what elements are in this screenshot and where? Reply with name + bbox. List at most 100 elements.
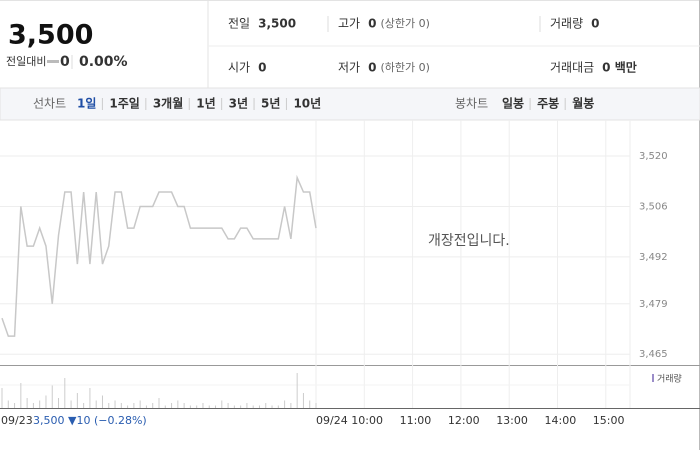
volume-bar [302, 393, 304, 408]
volume-bar [202, 403, 204, 408]
volume-bar [246, 403, 248, 408]
volume-bar [183, 403, 185, 408]
period-tab[interactable]: 5년 [261, 97, 280, 111]
volume-bar [284, 400, 286, 408]
volume-bar [277, 405, 279, 408]
stat-label: 전일 [228, 17, 250, 31]
volume-bar [89, 388, 91, 408]
divider [0, 365, 700, 366]
volume-bar [70, 400, 72, 408]
tab-label: 봉차트 [455, 97, 488, 111]
period-tab[interactable]: 3년 [229, 97, 248, 111]
period-tab[interactable]: 3개월 [153, 96, 183, 111]
volume-bar [1, 388, 3, 408]
volume-bar [14, 403, 16, 408]
change-label: 전일대비 [6, 54, 46, 68]
prev-date: 09/23 [1, 414, 33, 427]
legend-label: 거래량 [657, 373, 682, 385]
volume-bar [227, 403, 229, 408]
price: 3,500 [8, 20, 93, 51]
tab-label: 선차트 [33, 97, 66, 111]
volume-bar [51, 385, 53, 408]
volume-bar [265, 403, 267, 408]
change: 0 [60, 54, 70, 70]
volume-bar [164, 405, 166, 408]
stat-note: (하한가 0) [380, 60, 429, 74]
x-tick-label: 13:00 [496, 414, 528, 427]
period-tab[interactable]: 10년 [293, 97, 321, 111]
period-tab[interactable]: 1일 [77, 97, 96, 111]
legend-swatch [652, 374, 654, 382]
volume-bar [258, 405, 260, 408]
volume-bar [26, 398, 28, 408]
candle-tab[interactable]: 월봉 [572, 96, 594, 111]
volume-bar [95, 400, 97, 408]
stat-label: 거래대금 [550, 61, 594, 75]
volume-bar [215, 405, 217, 408]
volume-bar [101, 395, 103, 408]
change-rate: 0.00% [79, 54, 128, 70]
volume-bar [139, 400, 141, 408]
volume-bar [120, 403, 122, 408]
volume-bar [152, 403, 154, 408]
stat-value: 0 백만 [602, 60, 637, 75]
y-tick-label: 3,479 [639, 299, 668, 310]
volume-bar [76, 393, 78, 408]
volume-bar [133, 403, 135, 408]
y-tick-label: 3,506 [639, 201, 668, 212]
y-tick-label: 3,520 [639, 151, 668, 162]
volume-bar [58, 398, 60, 408]
x-tick-label: 11:00 [400, 414, 432, 427]
x-tick-label: 15:00 [593, 414, 625, 427]
volume-bar [83, 403, 85, 408]
period-tab[interactable]: 1주일 [109, 97, 139, 111]
volume-bar [315, 403, 317, 408]
stat-value: 0 [591, 17, 599, 31]
stat-value: 0 [368, 61, 376, 75]
volume-bar [171, 403, 173, 408]
volume-bar [252, 405, 254, 408]
volume-bar [208, 405, 210, 408]
x-tick-label: 09/24 [316, 414, 348, 427]
x-tick-label: 12:00 [448, 414, 480, 427]
candle-tab[interactable]: 주봉 [537, 97, 559, 111]
y-tick-label: 3,465 [639, 349, 668, 360]
prev-summary: 3,500 ▼10 (−0.28%) [33, 414, 147, 427]
volume-bar [271, 405, 273, 408]
volume-bar [32, 403, 34, 408]
volume-bar [177, 400, 179, 408]
stat-value: 0 [368, 17, 376, 31]
volume-bar [39, 400, 41, 408]
stat-label: 고가 [338, 17, 360, 31]
volume-bar [189, 405, 191, 408]
volume-bar [20, 383, 22, 408]
volume-bar [290, 403, 292, 408]
volume-bar [309, 400, 311, 408]
volume-bar [108, 403, 110, 408]
volume-bar [45, 395, 47, 408]
period-tab[interactable]: 1년 [196, 97, 215, 111]
stat-note: (상한가 0) [380, 17, 429, 30]
candle-tab[interactable]: 일봉 [502, 97, 524, 111]
volume-bar [296, 373, 298, 408]
stat-value: 3,500 [258, 17, 296, 31]
x-tick-label: 10:00 [351, 414, 383, 427]
stat-label: 시가 [228, 61, 250, 75]
volume-bar [240, 405, 242, 408]
stat-label: 저가 [338, 61, 360, 75]
tab-bar [0, 87, 700, 121]
volume-bar [196, 405, 198, 408]
volume-bar [127, 405, 129, 408]
stat-label: 거래량 [550, 17, 583, 31]
message: 개장전입니다. [428, 233, 510, 249]
y-tick-label: 3,492 [639, 252, 668, 263]
volume-bar [145, 405, 147, 408]
stat-value: 0 [258, 61, 266, 75]
volume-bar [233, 405, 235, 408]
volume-bar [221, 400, 223, 408]
price-line [1, 174, 317, 337]
x-tick-label: 14:00 [545, 414, 577, 427]
flat-icon [47, 60, 59, 63]
